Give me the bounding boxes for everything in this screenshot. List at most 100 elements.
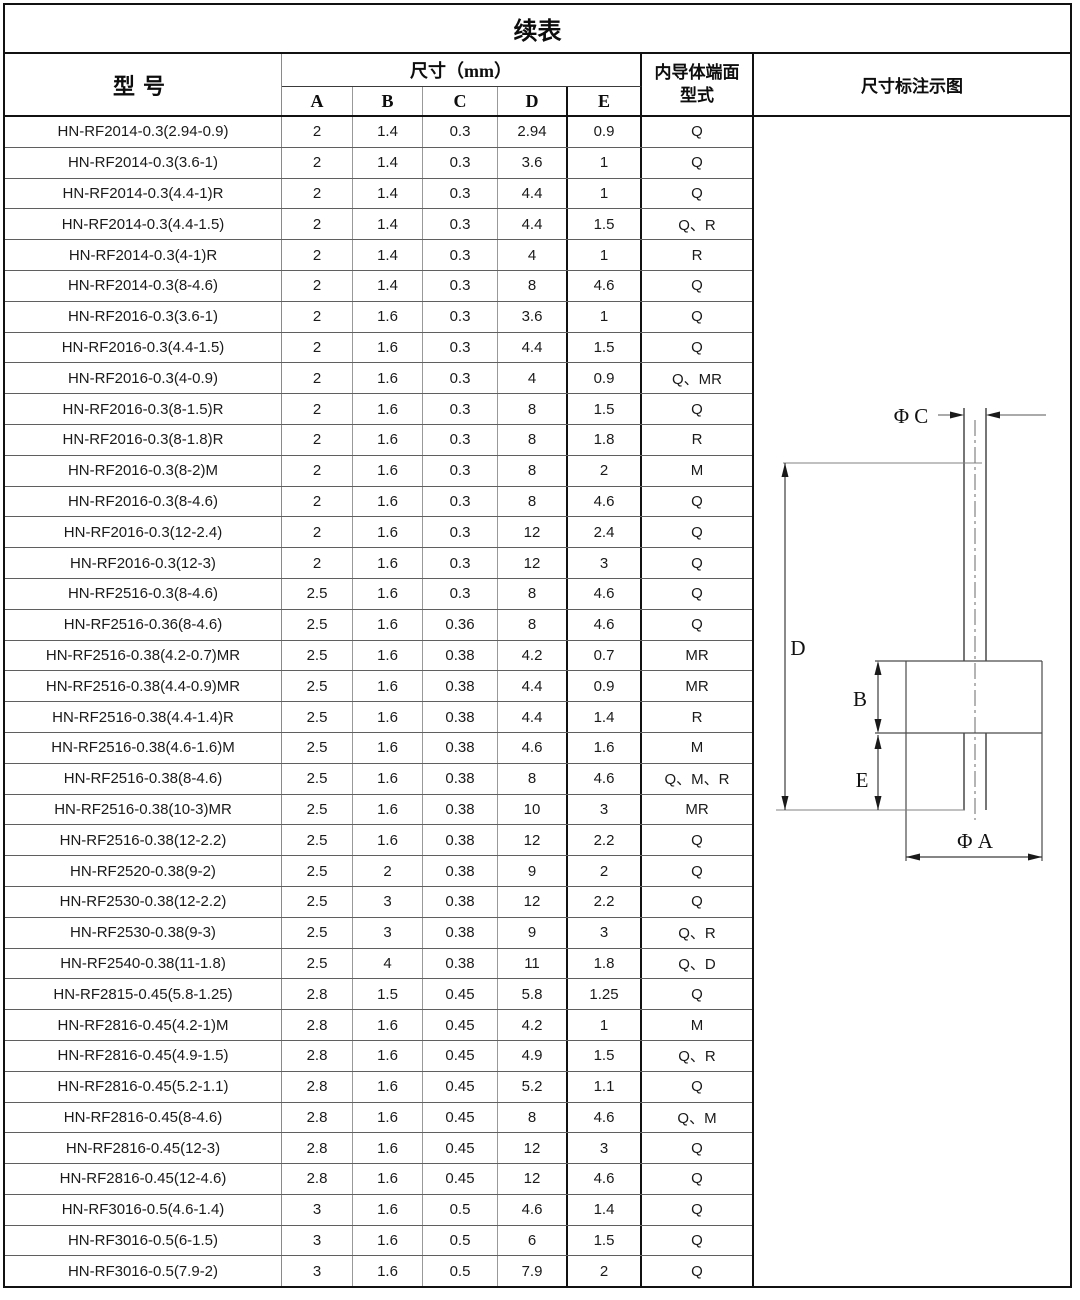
table-row: HN-RF2016-0.3(8-1.5)R 2 1.6 0.3 8 1.5 Q — [5, 394, 752, 425]
cell-e: 3 — [568, 548, 642, 578]
cell-c: 0.38 — [423, 671, 498, 702]
cell-model: HN-RF2516-0.38(4.6-1.6)M — [5, 732, 282, 763]
cell-e: 1.4 — [568, 702, 642, 732]
table-row: HN-RF2516-0.38(4.2-0.7)MR 2.5 1.6 0.38 4.2 0.… — [5, 640, 752, 672]
cell-e: 1.5 — [568, 394, 642, 424]
cell-model: HN-RF2014-0.3(2.94-0.9) — [5, 117, 282, 147]
cell-e: 1.25 — [568, 979, 642, 1010]
cell-e: 2.4 — [568, 517, 642, 548]
cell-type: MR — [685, 800, 709, 818]
cell-c: 0.38 — [423, 825, 498, 856]
cell-d: 4.4 — [498, 671, 568, 702]
cell-d: 3.6 — [498, 301, 568, 332]
cell-b: 1.6 — [353, 1194, 423, 1225]
cell-d: 12 — [498, 548, 568, 578]
cell-b: 1.6 — [353, 763, 423, 794]
cell-a: 2.5 — [282, 856, 353, 886]
cell-type: Q — [691, 1201, 703, 1219]
cell-type: Q — [691, 492, 703, 510]
cell-a: 3 — [282, 1225, 353, 1256]
cell-a: 2.5 — [282, 886, 353, 917]
cell-d: 5.8 — [498, 979, 568, 1010]
cell-b: 1.4 — [353, 209, 423, 240]
cell-b: 1.6 — [353, 1133, 423, 1164]
cell-e: 1 — [568, 178, 642, 209]
phi-c-label: Φ C — [894, 404, 929, 428]
table-body: HN-RF2014-0.3(2.94-0.9) 2 1.4 0.3 2.94 0.9 Q HN… — [5, 117, 752, 1287]
cell-d: 8 — [498, 270, 568, 301]
cell-c: 0.38 — [423, 856, 498, 886]
cell-model: HN-RF2016-0.3(8-1.8)R — [5, 424, 282, 455]
b-arrow-bottom — [874, 719, 882, 733]
cell-d: 8 — [498, 609, 568, 640]
phi-c-arrow-right — [986, 411, 1000, 419]
cell-model: HN-RF3016-0.5(7.9-2) — [5, 1256, 282, 1287]
cell-d: 4 — [498, 363, 568, 394]
cell-type: Q — [691, 862, 703, 880]
cell-d: 8 — [498, 455, 568, 486]
cell-model: HN-RF2516-0.3(8-4.6) — [5, 578, 282, 609]
cell-b: 2 — [353, 856, 423, 886]
cell-type: Q — [691, 277, 703, 295]
cell-a: 2 — [282, 332, 353, 363]
cell-e: 4.6 — [568, 1164, 642, 1194]
cell-a: 2 — [282, 394, 353, 424]
cell-e: 0.9 — [568, 363, 642, 394]
cell-d: 4.4 — [498, 209, 568, 240]
cell-a: 2.5 — [282, 671, 353, 702]
table-row: HN-RF2516-0.38(4.6-1.6)M 2.5 1.6 0.38 4.6 1.6… — [5, 732, 752, 764]
cell-model: HN-RF2516-0.38(4.4-1.4)R — [5, 702, 282, 732]
cell-d: 5.2 — [498, 1071, 568, 1102]
cell-d: 4.6 — [498, 1194, 568, 1225]
inner-conductor-rod — [963, 408, 987, 810]
cell-c: 0.38 — [423, 640, 498, 671]
col-header-e: E — [568, 87, 642, 115]
cell-e: 4.6 — [568, 270, 642, 301]
dimension-diagram: Φ C D B — [754, 117, 1070, 1286]
cell-e: 1.5 — [568, 332, 642, 363]
cell-type: Q — [691, 338, 703, 356]
cell-c: 0.38 — [423, 794, 498, 825]
cell-a: 2.5 — [282, 578, 353, 609]
table-row: HN-RF2516-0.38(12-2.2) 2.5 1.6 0.38 12 2.2 Q — [5, 825, 752, 857]
table-row: HN-RF2816-0.45(8-4.6) 2.8 1.6 0.45 8 4.6 Q、M — [5, 1102, 752, 1134]
cell-e: 4.6 — [568, 763, 642, 794]
cell-a: 2 — [282, 117, 353, 147]
cell-a: 3 — [282, 1256, 353, 1287]
cell-d: 8 — [498, 486, 568, 517]
cell-type: Q — [691, 523, 703, 541]
cell-c: 0.3 — [423, 548, 498, 578]
cell-b: 1.6 — [353, 1071, 423, 1102]
cell-a: 2 — [282, 301, 353, 332]
cell-a: 2 — [282, 486, 353, 517]
cell-a: 3 — [282, 1194, 353, 1225]
cell-c: 0.3 — [423, 363, 498, 394]
table-row: HN-RF2516-0.3(8-4.6) 2.5 1.6 0.3 8 4.6 Q — [5, 578, 752, 610]
cell-a: 2.8 — [282, 1133, 353, 1164]
table-row: HN-RF2816-0.45(5.2-1.1) 2.8 1.6 0.45 5.2 1.1 Q — [5, 1071, 752, 1103]
cell-d: 12 — [498, 825, 568, 856]
cell-model: HN-RF2014-0.3(4.4-1.5) — [5, 209, 282, 240]
cell-c: 0.5 — [423, 1256, 498, 1287]
cell-model: HN-RF2014-0.3(4-1)R — [5, 240, 282, 270]
cell-a: 2 — [282, 147, 353, 178]
col-header-diagram: 尺寸标注示图 — [754, 54, 1070, 117]
cell-c: 0.38 — [423, 732, 498, 763]
e-arrow-bottom — [874, 796, 882, 810]
cell-model: HN-RF2530-0.38(12-2.2) — [5, 886, 282, 917]
cell-a: 2.8 — [282, 1102, 353, 1133]
cell-d: 12 — [498, 1133, 568, 1164]
cell-a: 2.8 — [282, 1164, 353, 1194]
b-label: B — [853, 687, 867, 711]
cell-c: 0.3 — [423, 147, 498, 178]
cell-a: 2 — [282, 517, 353, 548]
cell-d: 2.94 — [498, 117, 568, 147]
cell-e: 1.5 — [568, 1225, 642, 1256]
cell-a: 2.5 — [282, 732, 353, 763]
table-row: HN-RF2016-0.3(3.6-1) 2 1.6 0.3 3.6 1 Q — [5, 301, 752, 333]
cell-e: 1.5 — [568, 209, 642, 240]
cell-d: 6 — [498, 1225, 568, 1256]
cell-type: Q、R — [678, 216, 716, 234]
cell-b: 1.4 — [353, 270, 423, 301]
cell-c: 0.3 — [423, 394, 498, 424]
